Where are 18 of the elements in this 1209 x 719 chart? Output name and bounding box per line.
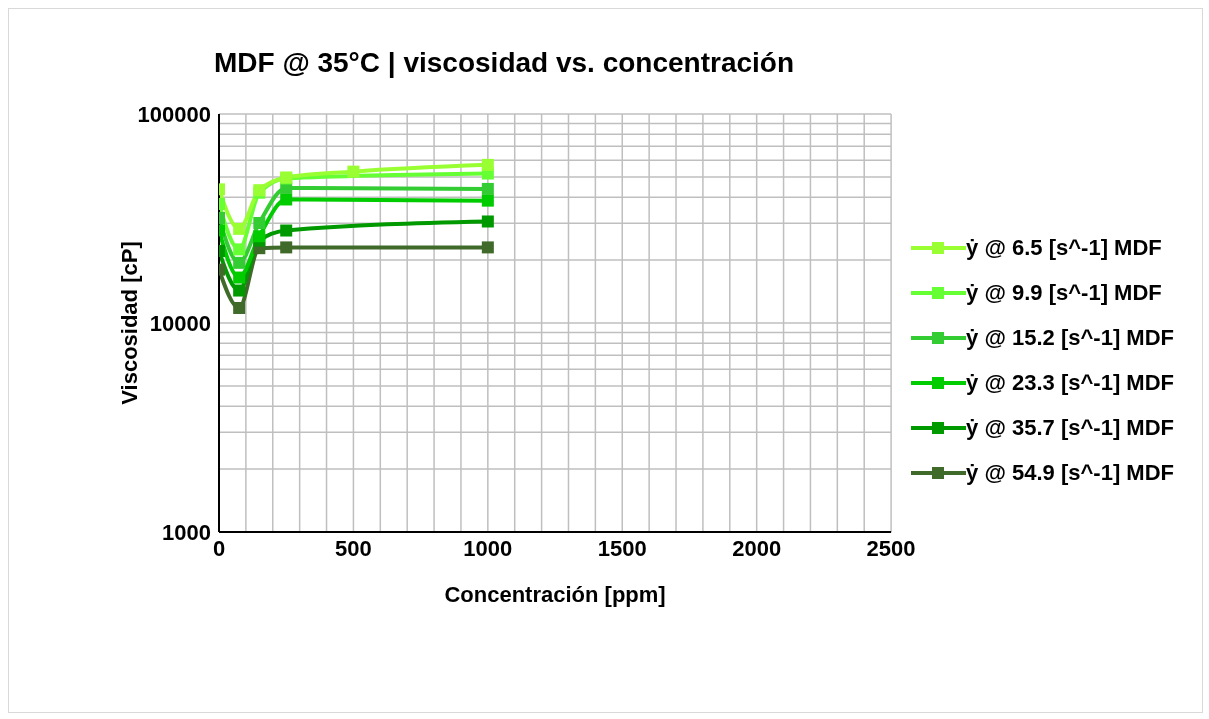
legend-label: ẏ @ 15.2 [s^-1] MDF [966, 325, 1174, 351]
y-tick-label: 1000 [162, 519, 211, 545]
legend-label: ẏ @ 9.9 [s^-1] MDF [966, 280, 1162, 306]
y-tick-label: 100000 [137, 101, 211, 127]
x-tick-label: 1500 [597, 535, 647, 561]
legend-label: ẏ @ 23.3 [s^-1] MDF [966, 370, 1174, 396]
x-tick-label: 0 [212, 535, 226, 561]
y-axis-title: Viscosidad [cP] [116, 241, 142, 405]
y-tick-label: 10000 [149, 310, 211, 336]
legend-label: ẏ @ 6.5 [s^-1] MDF [966, 235, 1162, 261]
x-tick-label: 1000 [463, 535, 513, 561]
x-tick-label: 500 [335, 535, 372, 561]
x-tick-label: 2500 [866, 535, 916, 561]
legend-label: ẏ @ 54.9 [s^-1] MDF [966, 460, 1174, 486]
x-tick-label: 2000 [732, 535, 782, 561]
x-axis-title: Concentración [ppm] [444, 582, 666, 607]
chart-title: MDF @ 35°C | viscosidad vs. concentración [212, 47, 796, 79]
legend-label: ẏ @ 35.7 [s^-1] MDF [966, 415, 1174, 441]
